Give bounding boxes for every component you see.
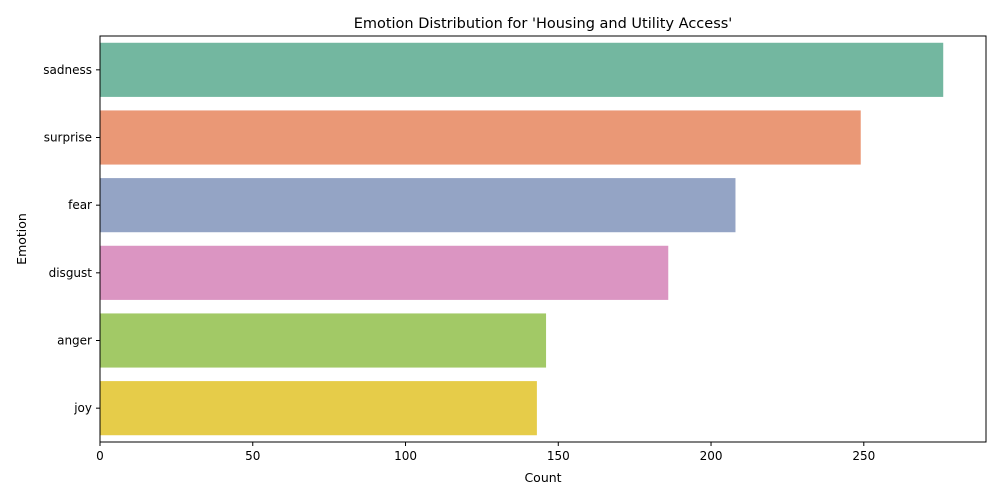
chart-title: Emotion Distribution for 'Housing and Ut… xyxy=(354,16,733,32)
x-tick-label: 250 xyxy=(852,449,875,463)
y-tick-label: fear xyxy=(68,198,92,212)
bar-disgust xyxy=(100,245,669,300)
x-tick-label: 0 xyxy=(96,449,104,463)
y-tick-label: sadness xyxy=(43,63,92,77)
bars-group xyxy=(100,42,944,436)
y-axis-ticks: sadness surprise fear disgust anger joy xyxy=(43,63,100,415)
x-tick-label: 200 xyxy=(700,449,723,463)
x-axis-ticks: 0 50 100 150 200 250 xyxy=(96,442,875,463)
x-tick-label: 150 xyxy=(547,449,570,463)
bar-joy xyxy=(100,381,537,436)
bar-anger xyxy=(100,313,547,368)
bar-fear xyxy=(100,178,736,233)
y-tick-label: disgust xyxy=(49,266,93,280)
bar-surprise xyxy=(100,110,861,165)
y-axis-label: Emotion xyxy=(14,213,29,265)
plot-frame xyxy=(99,35,987,443)
x-axis-label: Count xyxy=(524,470,561,485)
x-tick-label: 100 xyxy=(394,449,417,463)
y-tick-label: anger xyxy=(57,334,92,348)
bar-sadness xyxy=(100,42,944,97)
y-tick-label: surprise xyxy=(44,131,92,145)
y-tick-label: joy xyxy=(73,401,92,415)
x-tick-label: 50 xyxy=(245,449,260,463)
